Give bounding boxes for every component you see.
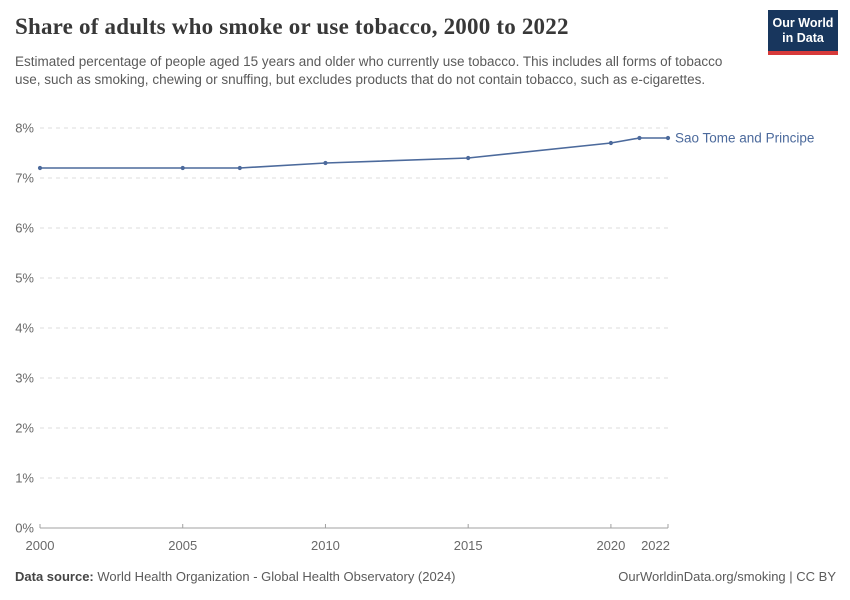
- y-tick-label: 7%: [15, 171, 34, 186]
- y-tick-label: 4%: [15, 321, 34, 336]
- data-point[interactable]: [37, 165, 43, 171]
- chart-subtitle: Estimated percentage of people aged 15 y…: [15, 54, 723, 87]
- data-point[interactable]: [237, 165, 242, 171]
- y-tick-label: 0%: [15, 521, 34, 536]
- data-point[interactable]: [466, 155, 471, 161]
- chart-footer: Data source: World Health Organization -…: [15, 569, 836, 584]
- x-tick-label: 2005: [168, 538, 197, 553]
- data-line[interactable]: [40, 137, 668, 169]
- data-point[interactable]: [180, 165, 185, 171]
- data-point[interactable]: [608, 140, 614, 146]
- data-source: Data source: World Health Organization -…: [15, 569, 456, 584]
- x-tick-label: 2020: [596, 538, 625, 553]
- series-label[interactable]: Sao Tome and Principe: [675, 131, 814, 146]
- owid-logo-line1: Our World: [772, 16, 834, 30]
- data-point[interactable]: [323, 160, 328, 166]
- x-tick-label: 2015: [454, 538, 483, 553]
- page-title: Share of adults who smoke or use tobacco…: [15, 14, 569, 39]
- y-tick-label: 5%: [15, 271, 34, 286]
- x-tick-label: 2010: [311, 538, 340, 553]
- license-note[interactable]: OurWorldinData.org/smoking | CC BY: [618, 569, 836, 584]
- y-tick-label: 3%: [15, 371, 34, 386]
- data-point[interactable]: [665, 135, 671, 141]
- y-tick-label: 6%: [15, 221, 34, 236]
- line-chart: 0% 1% 2% 3% 4% 5% 6% 7% 8% 2000 2005 2010 2015 2020 20…: [15, 121, 814, 553]
- y-tick-label: 2%: [15, 421, 34, 436]
- x-tick-label: 2022: [641, 538, 670, 553]
- data-source-label: Data source:: [15, 569, 94, 584]
- data-source-value: World Health Organization - Global Healt…: [93, 569, 456, 584]
- owid-logo-line2: in Data: [782, 31, 824, 45]
- owid-logo[interactable]: Our World in Data: [768, 10, 838, 55]
- y-tick-label: 1%: [15, 471, 34, 486]
- y-tick-label: 8%: [15, 121, 34, 136]
- data-point[interactable]: [637, 135, 642, 141]
- x-tick-label: 2000: [26, 538, 55, 553]
